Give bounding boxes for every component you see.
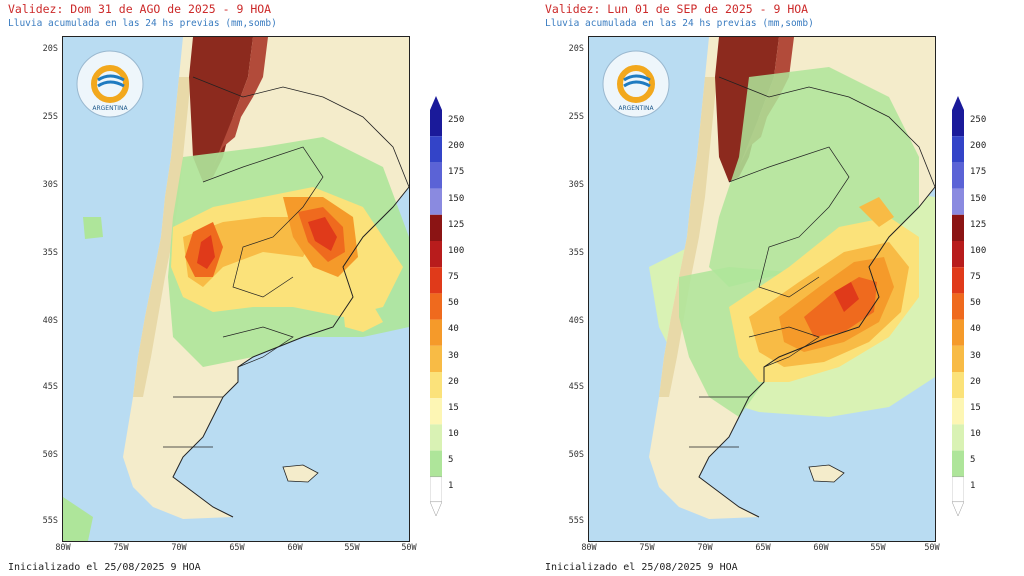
colorbar-label: 250	[448, 115, 465, 125]
colorbar-label: 175	[448, 167, 465, 177]
colorbar	[951, 96, 965, 517]
map-subtitle: Lluvia acumulada en las 24 hs previas (m…	[8, 18, 277, 29]
colorbar-label: 75	[970, 272, 981, 282]
colorbar-label: 125	[448, 220, 465, 230]
lat-label: 40S	[42, 316, 58, 326]
smn-logo: ARGENTINA	[602, 50, 670, 118]
colorbar-label: 15	[970, 403, 981, 413]
smn-logo: ARGENTINA	[76, 50, 144, 118]
lat-label: 25S	[568, 112, 584, 122]
colorbar-label: 175	[970, 167, 987, 177]
colorbar-label: 50	[970, 298, 981, 308]
lon-label: 50W	[401, 543, 417, 553]
precipitation-map	[588, 36, 936, 542]
lat-label: 45S	[42, 382, 58, 392]
initialized-note: Inicializado el 25/08/2025 9 HOA	[545, 562, 738, 573]
colorbar-label: 15	[448, 403, 459, 413]
precipitation-map	[62, 36, 410, 542]
lon-label: 65W	[229, 543, 245, 553]
lat-label: 45S	[568, 382, 584, 392]
colorbar-label: 75	[448, 272, 459, 282]
validity-title: Validez: Dom 31 de AGO de 2025 - 9 HOA	[8, 2, 272, 16]
lat-label: 20S	[42, 44, 58, 54]
map-subtitle: Lluvia acumulada en las 24 hs previas (m…	[545, 18, 814, 29]
colorbar-label: 100	[970, 246, 987, 256]
colorbar	[429, 96, 443, 517]
lat-label: 55S	[42, 516, 58, 526]
colorbar-label: 125	[970, 220, 987, 230]
colorbar-label: 5	[970, 455, 976, 465]
colorbar-label: 150	[448, 194, 465, 204]
initialized-note: Inicializado el 25/08/2025 9 HOA	[8, 562, 201, 573]
lon-label: 70W	[697, 543, 713, 553]
forecast-panel-right: Validez: Lun 01 de SEP de 2025 - 9 HOA L…	[512, 0, 1024, 576]
lon-label: 50W	[924, 543, 940, 553]
lon-label: 75W	[113, 543, 129, 553]
colorbar-label: 20	[970, 377, 981, 387]
colorbar-label: 10	[448, 429, 459, 439]
colorbar-label: 30	[970, 351, 981, 361]
lon-label: 65W	[755, 543, 771, 553]
lon-label: 55W	[870, 543, 886, 553]
lon-label: 60W	[287, 543, 303, 553]
lat-label: 50S	[42, 450, 58, 460]
lon-label: 70W	[171, 543, 187, 553]
colorbar-label: 30	[448, 351, 459, 361]
colorbar-label: 100	[448, 246, 465, 256]
lon-label: 75W	[639, 543, 655, 553]
svg-text:ARGENTINA: ARGENTINA	[92, 105, 128, 112]
lat-label: 25S	[42, 112, 58, 122]
forecast-panel-left: Validez: Dom 31 de AGO de 2025 - 9 HOA L…	[8, 2, 465, 573]
lat-label: 50S	[568, 450, 584, 460]
lat-label: 30S	[42, 180, 58, 190]
validity-title: Validez: Lun 01 de SEP de 2025 - 9 HOA	[545, 2, 809, 16]
colorbar-label: 5	[448, 455, 454, 465]
colorbar-label: 40	[448, 324, 459, 334]
lat-label: 20S	[568, 44, 584, 54]
lon-label: 80W	[581, 543, 597, 553]
lat-label: 35S	[568, 248, 584, 258]
lat-label: 30S	[568, 180, 584, 190]
lat-label: 55S	[568, 516, 584, 526]
lon-label: 55W	[344, 543, 360, 553]
colorbar-label: 200	[448, 141, 465, 151]
svg-text:ARGENTINA: ARGENTINA	[618, 105, 654, 112]
lon-label: 60W	[813, 543, 829, 553]
colorbar-label: 40	[970, 324, 981, 334]
colorbar-label: 150	[970, 194, 987, 204]
colorbar-label: 1	[970, 481, 976, 491]
colorbar-label: 200	[970, 141, 987, 151]
colorbar-label: 50	[448, 298, 459, 308]
lon-label: 80W	[55, 543, 71, 553]
colorbar-label: 10	[970, 429, 981, 439]
lat-label: 35S	[42, 248, 58, 258]
colorbar-label: 250	[970, 115, 987, 125]
colorbar-label: 20	[448, 377, 459, 387]
colorbar-label: 1	[448, 481, 454, 491]
lat-label: 40S	[568, 316, 584, 326]
